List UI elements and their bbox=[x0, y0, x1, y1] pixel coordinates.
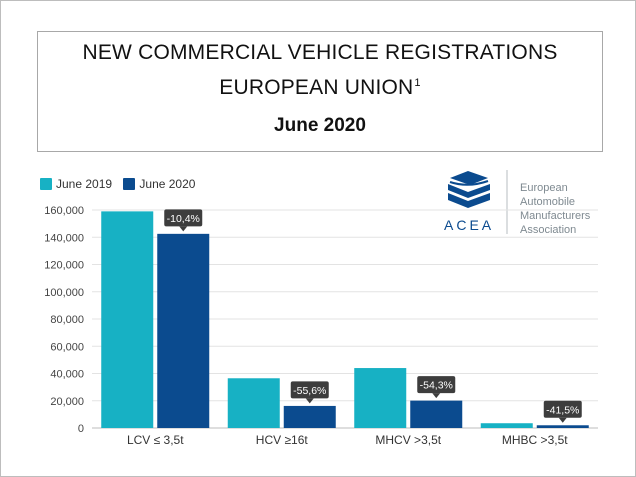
bar-june-2020 bbox=[536, 425, 589, 428]
legend-item-june-2019: June 2019 bbox=[40, 177, 112, 191]
change-badge-pointer bbox=[305, 398, 314, 404]
legend: June 2019 June 2020 bbox=[40, 177, 203, 193]
bar-june-2019 bbox=[480, 423, 533, 428]
y-tick-label: 140,000 bbox=[44, 232, 84, 244]
acea-name-line: European bbox=[520, 182, 568, 194]
y-tick-label: 100,000 bbox=[44, 287, 84, 299]
y-tick-label: 160,000 bbox=[44, 205, 84, 217]
bar-june-2020 bbox=[157, 233, 210, 428]
change-badge bbox=[417, 376, 456, 394]
x-tick-label: LCV ≤ 3,5t bbox=[127, 433, 184, 447]
acea-name-line: Automobile bbox=[520, 196, 576, 208]
acea-association-name: European Automobile Manufacturers Associ… bbox=[520, 181, 590, 237]
y-tick-label: 60,000 bbox=[50, 341, 84, 353]
y-tick-label: 120,000 bbox=[44, 260, 84, 272]
legend-swatch-june-2019 bbox=[40, 178, 52, 190]
title-footnote-marker: 1 bbox=[414, 77, 421, 89]
y-tick-label: 20,000 bbox=[50, 396, 84, 408]
x-tick-label: HCV ≥16t bbox=[256, 433, 309, 447]
acea-acronym: ACEA bbox=[444, 217, 494, 233]
bar-june-2020 bbox=[410, 400, 463, 428]
change-label: -41,5% bbox=[546, 404, 579, 416]
change-badge-pointer bbox=[558, 417, 567, 423]
change-label: -54,3% bbox=[420, 380, 453, 392]
legend-swatch-june-2020 bbox=[123, 178, 136, 190]
acea-logo: ACEA bbox=[444, 170, 508, 234]
bar-june-2019 bbox=[101, 211, 154, 428]
y-tick-label: 0 bbox=[78, 423, 84, 435]
change-label: -10,4% bbox=[167, 213, 200, 225]
bar-june-2020 bbox=[283, 405, 336, 428]
title-box: NEW COMMERCIAL VEHICLE REGISTRATIONS EUR… bbox=[37, 31, 603, 152]
chart-title-line-1: NEW COMMERCIAL VEHICLE REGISTRATIONS bbox=[82, 41, 558, 64]
acea-name-line: Manufacturers bbox=[520, 210, 591, 222]
chart-title-line-2-text: EUROPEAN UNION bbox=[219, 76, 414, 99]
chart-subtitle: June 2020 bbox=[274, 115, 366, 136]
legend-label-june-2019: June 2019 bbox=[56, 177, 113, 191]
y-tick-label: 40,000 bbox=[50, 369, 84, 381]
change-badge bbox=[164, 209, 203, 227]
y-tick-label: 80,000 bbox=[50, 314, 84, 326]
change-badge-pointer bbox=[432, 393, 441, 399]
bar-june-2019 bbox=[227, 378, 280, 428]
legend-label-june-2020: June 2020 bbox=[139, 177, 196, 191]
x-tick-label: MHCV >3,5t bbox=[375, 433, 441, 447]
change-label: -55,6% bbox=[293, 385, 326, 397]
legend-item-june-2020: June 2020 bbox=[123, 177, 195, 191]
change-badge bbox=[290, 381, 329, 399]
acea-cube-icon bbox=[448, 171, 490, 208]
change-badge-pointer bbox=[179, 226, 188, 232]
chart-title-line-2: EUROPEAN UNION1 bbox=[38, 68, 602, 103]
bar-june-2019 bbox=[354, 368, 407, 428]
change-badge bbox=[543, 400, 582, 418]
acea-name-line: Association bbox=[520, 224, 577, 236]
x-tick-label: MHBC >3,5t bbox=[502, 433, 568, 447]
